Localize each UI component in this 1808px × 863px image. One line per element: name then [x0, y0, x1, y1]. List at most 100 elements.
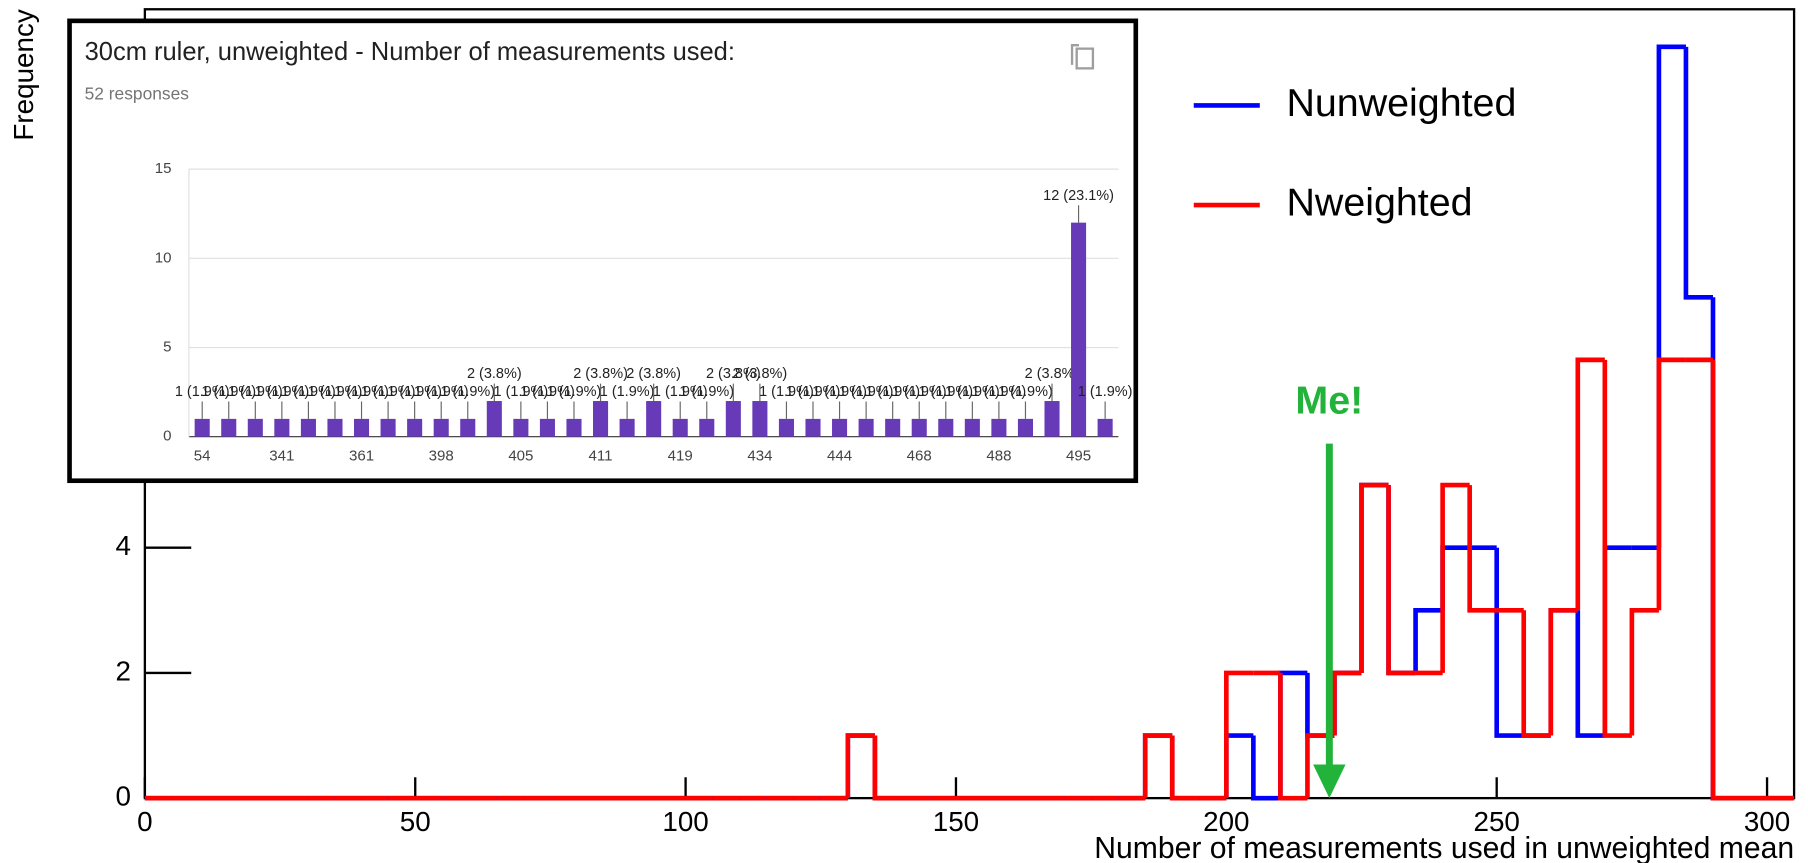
copy-icon[interactable]	[1070, 44, 1095, 70]
x-tick-label: 0	[137, 806, 152, 837]
bar	[1097, 418, 1113, 437]
bar	[699, 418, 715, 437]
histogram-step	[1359, 482, 1389, 673]
inset-card: 30cm ruler, unweighted - Number of measu…	[67, 18, 1139, 484]
x-tick-label: 300	[1744, 806, 1790, 837]
copy-icon-back	[1070, 44, 1080, 65]
bar	[327, 418, 343, 437]
histogram-step	[1602, 359, 1632, 738]
value-label: 1 (1.9%)	[918, 384, 973, 400]
main-chart: Frequency Number of measurements used in…	[8, 8, 1796, 863]
bar	[672, 418, 688, 437]
x-tick-label: 50	[400, 806, 431, 837]
histogram-step	[1332, 670, 1362, 736]
bar	[725, 401, 741, 437]
value-label: 1 (1.9%)	[1078, 384, 1133, 400]
bar	[938, 418, 954, 437]
bar	[805, 418, 821, 437]
histogram-step	[1440, 545, 1470, 611]
bar	[885, 418, 901, 437]
value-label: 1 (1.9%)	[786, 384, 841, 400]
value-label: 1 (1.9%)	[759, 384, 814, 400]
x-tick-label: 444	[827, 447, 852, 464]
x-tick-label: 200	[1203, 806, 1249, 837]
bar	[460, 418, 476, 437]
value-label: 2 (3.8%)	[1025, 366, 1080, 382]
legend-label: Nweighted	[1286, 180, 1472, 224]
histogram-step	[1224, 670, 1254, 799]
bar	[1044, 401, 1060, 437]
histogram-step	[1548, 607, 1578, 736]
histogram-step	[1602, 545, 1632, 736]
value-label: 1 (1.9%)	[547, 384, 602, 400]
bar	[274, 418, 290, 437]
x-tick-label: 495	[1066, 447, 1091, 464]
x-axis-label: Number of measurements used in unweighte…	[1094, 832, 1794, 863]
histogram-step	[1548, 607, 1578, 736]
histogram-step	[872, 735, 902, 801]
y-axis-label: Frequency	[8, 9, 39, 140]
histogram-step	[1710, 297, 1741, 801]
histogram-step	[1142, 733, 1173, 799]
value-label: 1 (1.9%)	[387, 384, 442, 400]
value-label: 1 (1.9%)	[653, 384, 708, 400]
annotation: Me!	[1295, 379, 1363, 423]
x-tick-label: 419	[668, 447, 693, 464]
histogram-step	[1683, 46, 1713, 300]
histogram-step	[1575, 357, 1605, 611]
x-tick-label: 250	[1473, 806, 1519, 837]
value-label: 1 (1.9%)	[812, 384, 867, 400]
histogram-step	[1494, 547, 1524, 738]
value-label: 2 (3.8%)	[626, 366, 681, 382]
histogram-step	[1278, 670, 1308, 799]
value-label: 12 (23.1%)	[1043, 188, 1114, 204]
value-label: 2 (3.8%)	[467, 366, 522, 382]
y-tick-label: 0	[163, 428, 171, 445]
histogram-step	[1386, 485, 1416, 676]
value-label: 2 (3.8%)	[573, 366, 628, 382]
bar	[433, 418, 449, 437]
value-label: 1 (1.9%)	[520, 384, 575, 400]
histogram-step	[1169, 735, 1200, 801]
histogram-step	[1413, 607, 1443, 673]
x-tick-label: 100	[662, 806, 708, 837]
x-tick-label: 150	[933, 806, 979, 837]
value-label: 2 (3.8%)	[706, 366, 761, 382]
me-arrow	[1313, 443, 1346, 799]
value-label: 1 (1.9%)	[414, 384, 469, 400]
legend-label: Nunweighted	[1286, 81, 1516, 125]
y-tick-label: 2	[115, 655, 130, 686]
bar	[858, 418, 874, 437]
histogram-step	[1169, 735, 1200, 801]
value-label: 1 (1.9%)	[972, 384, 1027, 400]
histogram-step	[1575, 610, 1605, 738]
histogram-step	[1521, 610, 1551, 738]
bar	[566, 418, 582, 437]
bar	[832, 418, 848, 437]
histogram-step	[1251, 735, 1281, 801]
histogram-step	[1386, 485, 1416, 676]
x-tick-label: 488	[986, 447, 1011, 464]
bar	[911, 418, 927, 437]
bar	[752, 401, 768, 437]
y-tick-label: 10	[155, 249, 172, 266]
value-label: 1 (1.9%)	[892, 384, 947, 400]
histogram-step	[845, 733, 875, 799]
bar	[1071, 222, 1087, 437]
value-label: 1 (1.9%)	[175, 384, 230, 400]
bar	[486, 401, 502, 437]
value-label: 1 (1.9%)	[600, 384, 655, 400]
y-tick-label: 4	[115, 530, 130, 561]
histogram-step	[1710, 359, 1741, 801]
y-tick-label: 0	[115, 780, 130, 811]
arrow-head	[1313, 764, 1346, 799]
value-label: 1 (1.9%)	[998, 384, 1053, 400]
value-label: 2 (3.8%)	[733, 366, 788, 382]
value-label: 1 (1.9%)	[679, 384, 734, 400]
value-label: 1 (1.9%)	[308, 384, 363, 400]
value-label: 1 (1.9%)	[494, 384, 549, 400]
y-tick-label: 5	[163, 339, 171, 356]
